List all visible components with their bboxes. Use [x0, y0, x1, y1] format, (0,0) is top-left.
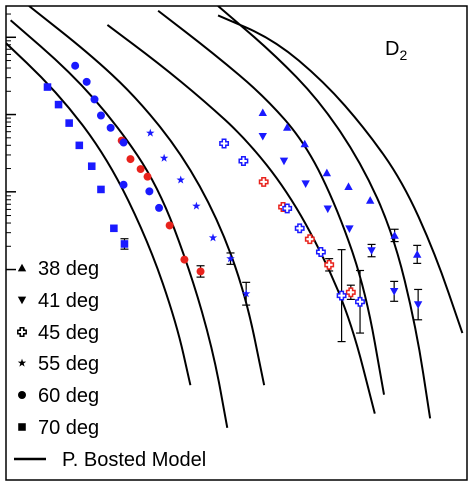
point-triangle-down-7: [389, 287, 399, 296]
point-circle-9: [136, 165, 145, 174]
panel-label-sub: 2: [399, 47, 407, 63]
model-curve-3: [28, 6, 266, 386]
y-axis-ticks: [6, 13, 16, 271]
legend-model-label: P. Bosted Model: [62, 449, 206, 471]
point-triangle-down-6: [367, 247, 376, 255]
point-square-1: [43, 83, 52, 91]
point-triangle-up-2: [283, 123, 292, 131]
point-square-6: [97, 185, 105, 194]
point-circle-13: [155, 203, 164, 212]
legend-entry-5: 60 deg: [38, 385, 99, 407]
legend: 38 deg 41 deg 45 deg 55 deg 60 deg 70 deg P. B…: [14, 258, 206, 471]
point-triangle-down-2: [279, 157, 289, 166]
point-star-2: [159, 153, 169, 162]
point-cross-8: [315, 247, 326, 257]
point-triangle-up-5: [344, 182, 353, 190]
point-cross-11: [336, 290, 347, 301]
point-triangle-down-5: [345, 225, 354, 233]
point-triangle-up-6: [365, 196, 375, 204]
point-cross-3: [258, 176, 269, 187]
point-circle-16: [196, 267, 205, 276]
point-square-8: [120, 240, 129, 248]
point-square-5: [87, 162, 96, 170]
point-triangle-up-3: [300, 139, 309, 148]
legend-marker-triangle-up: [17, 263, 27, 272]
panel-label-main: D: [385, 38, 399, 60]
model-curve-7: [217, 14, 464, 334]
point-circle-1: [71, 61, 80, 70]
point-triangle-up-1: [258, 108, 267, 117]
point-cross-1: [219, 138, 230, 149]
panel-label: D2: [385, 38, 407, 63]
point-triangle-up-4: [322, 168, 332, 177]
plot-frame: [5, 5, 468, 481]
point-cross-5: [282, 203, 293, 214]
legend-entry-1: 38 deg: [38, 258, 99, 280]
point-circle-7: [119, 138, 128, 147]
point-cross-6: [294, 223, 305, 234]
model-curve-2: [9, 19, 229, 429]
model-curve-1: [6, 41, 192, 386]
point-circle-5: [106, 123, 115, 132]
point-star-5: [208, 233, 218, 242]
point-cross-12: [355, 296, 365, 307]
legend-marker-square: [18, 423, 26, 431]
point-cross-9: [324, 259, 335, 270]
model-curve-5: [157, 9, 386, 395]
legend-marker-cross: [17, 327, 27, 337]
point-star-7: [242, 289, 251, 298]
point-cross-2: [238, 156, 249, 166]
point-square-7: [110, 224, 118, 233]
legend-entry-6: 70 deg: [38, 417, 99, 439]
model-curve-4: [106, 24, 376, 414]
point-triangle-down-8: [413, 301, 423, 309]
point-circle-11: [119, 180, 128, 189]
point-square-2: [54, 100, 63, 109]
point-square-4: [75, 141, 84, 150]
point-triangle-down-4: [323, 205, 332, 214]
legend-marker-circle: [18, 391, 26, 399]
point-square-3: [65, 119, 73, 127]
point-triangle-up-8: [413, 250, 422, 258]
point-cross-10: [345, 287, 356, 298]
legend-marker-star: [17, 358, 27, 367]
legend-entry-2: 41 deg: [38, 290, 99, 312]
legend-entry-3: 45 deg: [38, 322, 99, 344]
point-star-4: [192, 201, 201, 210]
point-circle-12: [145, 187, 154, 196]
point-star-3: [176, 175, 185, 184]
point-star-6: [226, 254, 235, 263]
point-triangle-up-7: [390, 231, 399, 239]
point-triangle-down-1: [258, 132, 267, 141]
point-circle-10: [143, 172, 152, 181]
point-circle-14: [165, 221, 174, 230]
point-triangle-down-3: [301, 180, 310, 188]
point-circle-15: [180, 255, 189, 264]
point-circle-3: [90, 95, 99, 104]
point-circle-8: [126, 155, 135, 164]
point-star-1: [146, 128, 155, 137]
model-curve-6: [217, 6, 432, 419]
point-cross-7: [304, 234, 315, 245]
point-circle-4: [96, 111, 105, 120]
legend-marker-triangle-down: [17, 296, 27, 305]
point-circle-2: [82, 77, 91, 86]
legend-entry-4: 55 deg: [38, 353, 99, 375]
data-points: [43, 61, 423, 343]
